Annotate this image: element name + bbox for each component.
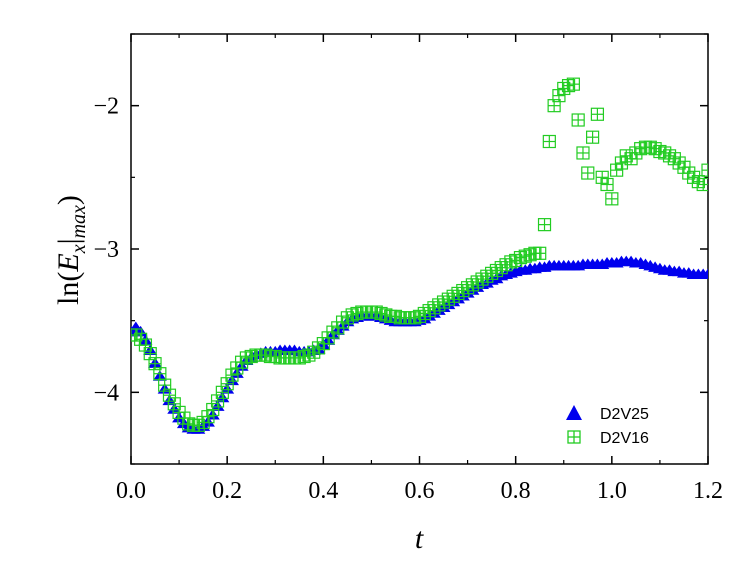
- data-point-d2v16: [225, 368, 239, 382]
- data-point-d2v16: [561, 78, 576, 93]
- y-axis-label-prefix: ln(: [52, 272, 85, 305]
- data-point-d2v16: [542, 134, 556, 149]
- legend: D2V25 D2V16: [566, 405, 649, 447]
- x-tick-label: 0.6: [405, 478, 435, 504]
- x-tick-label: 1.0: [597, 478, 627, 504]
- data-point-d2v16: [600, 177, 614, 192]
- data-point-d2v16: [191, 418, 205, 432]
- data-point-d2v16: [696, 177, 708, 192]
- data-point-d2v16: [537, 218, 552, 232]
- x-tick-label: 0.4: [308, 478, 338, 504]
- data-point-d2v16: [201, 410, 215, 424]
- y-axis-ticks: −4 −3 −2: [93, 33, 708, 465]
- data-point-d2v16: [595, 170, 609, 184]
- data-point-d2v16: [585, 130, 600, 144]
- x-tick-label: 0.8: [501, 478, 531, 504]
- y-axis-label-e: E: [52, 253, 85, 272]
- data-point-d2v16: [701, 163, 708, 177]
- data-point-d2v16: [576, 146, 590, 160]
- x-tick-label: 0.0: [116, 478, 146, 504]
- data-point-d2v16: [215, 385, 229, 399]
- data-point-d2v16: [552, 89, 566, 103]
- data-point-d2v16: [162, 388, 177, 402]
- data-point-d2v16: [691, 175, 705, 189]
- data-point-d2v16: [210, 394, 225, 408]
- legend-marker-d2v16: [567, 430, 581, 444]
- x-axis-ticks: 0.0 0.2 0.4 0.6 0.8 1.0 1.2: [116, 34, 723, 504]
- x-axis-label: t: [415, 522, 424, 555]
- y-tick-label: −3: [93, 237, 119, 263]
- y-axis-label: ln(Ex|max): [52, 195, 90, 305]
- x-tick-label: 1.2: [693, 478, 723, 504]
- data-point-d2v16: [566, 77, 580, 91]
- y-tick-label: −2: [93, 94, 119, 120]
- y-axis-label-sub-max: max: [68, 205, 90, 238]
- y-axis-label-suffix: ): [52, 195, 85, 205]
- x-tick-label: 0.2: [212, 478, 242, 504]
- legend-marker-d2v25: [566, 405, 582, 420]
- data-point-d2v16: [167, 397, 181, 411]
- data-point-d2v16: [581, 166, 595, 180]
- data-point-d2v16: [605, 192, 619, 206]
- y-tick-label: −4: [93, 380, 119, 406]
- data-point-d2v16: [138, 338, 153, 352]
- data-point-d2v25: [701, 268, 708, 279]
- legend-label-d2v25: D2V25: [600, 406, 649, 423]
- data-point-d2v16: [571, 113, 585, 127]
- data-point-d2v16: [206, 402, 220, 417]
- series-d2v16: [131, 77, 708, 432]
- y-axis-label-bar: |: [52, 238, 85, 244]
- y-axis-label-sub-x: x: [68, 244, 90, 254]
- data-point-d2v16: [590, 107, 605, 121]
- legend-label-d2v16: D2V16: [600, 430, 649, 447]
- data-point-d2v16: [662, 149, 677, 163]
- svg-text:ln(Ex|max): ln(Ex|max): [52, 195, 90, 305]
- data-point-d2v16: [610, 163, 624, 177]
- data-point-d2v16: [302, 348, 316, 362]
- data-series: [131, 77, 708, 434]
- data-point-d2v16: [220, 377, 234, 391]
- data-point-d2v16: [533, 246, 547, 260]
